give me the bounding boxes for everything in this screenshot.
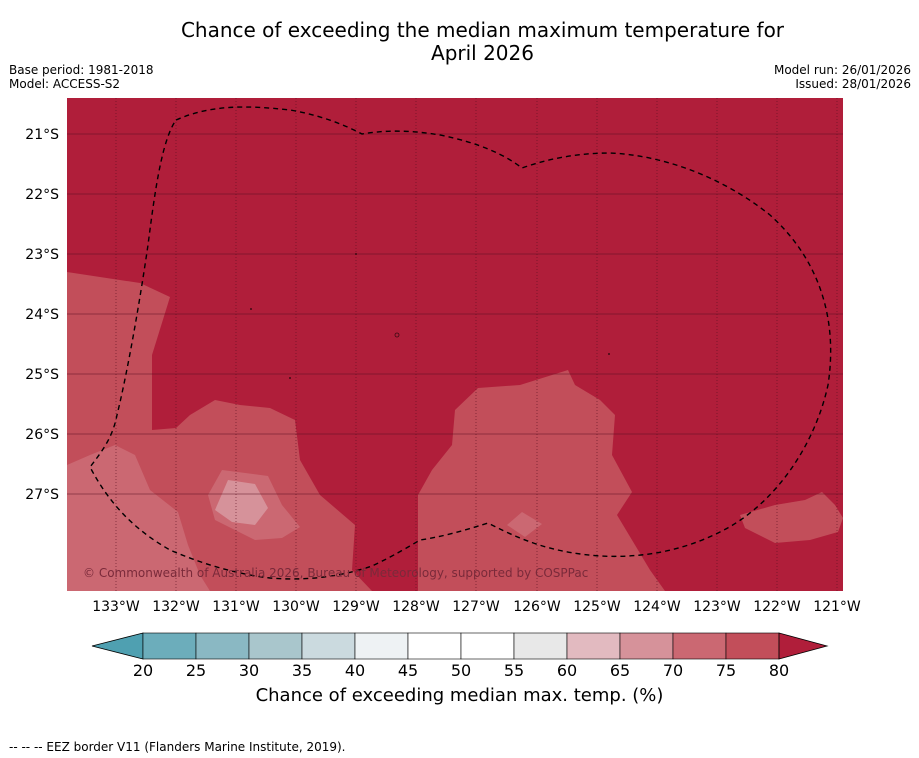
colorbar-bin xyxy=(672,632,727,660)
longitude-label: 127°W xyxy=(452,599,500,615)
colorbar-tick-label: 25 xyxy=(186,661,206,680)
probability-region-70-75 xyxy=(507,512,542,537)
colorbar: 20 25 30 35 40 45 50 55 60 65 70 75 80 xyxy=(91,632,829,680)
longitude-label: 133°W xyxy=(92,599,140,615)
probability-region-65-70 xyxy=(215,480,268,525)
longitude-label: 123°W xyxy=(693,599,741,615)
island-marker xyxy=(394,332,400,338)
colorbar-tick-label: 40 xyxy=(345,661,365,680)
colorbar-tick-label: 70 xyxy=(663,661,683,680)
latitude-label: 22°S xyxy=(25,187,59,203)
colorbar-tick-label: 65 xyxy=(610,661,630,680)
colorbar-bin xyxy=(301,632,356,660)
longitude-label: 132°W xyxy=(152,599,200,615)
title-line-1: Chance of exceeding the median maximum t… xyxy=(180,18,785,42)
colorbar-caption: Chance of exceeding median max. temp. (%… xyxy=(255,685,664,706)
longitude-label: 122°W xyxy=(753,599,801,615)
colorbar-bin xyxy=(513,632,568,660)
colorbar-bin xyxy=(619,632,674,660)
longitude-labels: 133°W 132°W 131°W 130°W 129°W 128°W 127°W 126°W… xyxy=(92,599,861,615)
probability-region-75-80 xyxy=(418,370,665,591)
colorbar-tick-label: 20 xyxy=(133,661,153,680)
longitude-label: 124°W xyxy=(633,599,681,615)
header-right: Model run: 26/01/2026 Issued: 28/01/2026 xyxy=(774,63,911,91)
colorbar-tick-label: 75 xyxy=(716,661,736,680)
latitude-label: 23°S xyxy=(25,247,59,263)
base-period: Base period: 1981-2018 xyxy=(9,63,154,77)
longitude-label: 129°W xyxy=(332,599,380,615)
model-name: Model: ACCESS-S2 xyxy=(9,77,121,91)
longitude-label: 126°W xyxy=(513,599,561,615)
latitude-labels: 21°S 22°S 23°S 24°S 25°S 26°S 27°S xyxy=(25,127,59,503)
islands xyxy=(249,252,611,379)
probability-region-75-80 xyxy=(740,492,843,543)
model-run: Model run: 26/01/2026 xyxy=(773,63,911,77)
island-marker xyxy=(249,307,252,310)
copyright-notice: © Commonwealth of Australia 2026, Bureau… xyxy=(83,566,588,580)
island-marker xyxy=(354,252,357,255)
colorbar-high-extension xyxy=(778,632,829,660)
colorbar-bin xyxy=(566,632,621,660)
colorbar-tick-label: 45 xyxy=(398,661,418,680)
colorbar-bin xyxy=(354,632,409,660)
colorbar-bin xyxy=(195,632,250,660)
colorbar-low-extension xyxy=(91,632,144,660)
colorbar-tick-label: 60 xyxy=(557,661,577,680)
longitude-label: 121°W xyxy=(813,599,861,615)
colorbar-bin xyxy=(248,632,303,660)
colorbar-tick-label: 80 xyxy=(769,661,789,680)
colorbar-tick-label: 55 xyxy=(504,661,524,680)
latitude-label: 25°S xyxy=(25,367,59,383)
colorbar-tick-label: 50 xyxy=(451,661,471,680)
colorbar-bin xyxy=(460,632,515,660)
latitude-label: 26°S xyxy=(25,427,59,443)
graticule xyxy=(67,98,843,591)
longitude-label: 131°W xyxy=(212,599,260,615)
colorbar-bin xyxy=(407,632,462,660)
chart-title: Chance of exceeding the median maximum t… xyxy=(0,19,919,65)
colorbar-bin xyxy=(142,632,197,660)
eez-footnote: -- -- -- EEZ border V11 (Flanders Marine… xyxy=(9,740,346,754)
longitude-label: 125°W xyxy=(573,599,621,615)
colorbar-bin xyxy=(725,632,780,660)
latitude-label: 21°S xyxy=(25,127,59,143)
latitude-label: 27°S xyxy=(25,487,59,503)
header-left: Base period: 1981-2018 Model: ACCESS-S2 xyxy=(9,63,154,91)
longitude-label: 128°W xyxy=(392,599,440,615)
eez-border xyxy=(89,106,832,580)
issued-date: Issued: 28/01/2026 xyxy=(795,77,911,91)
map-panel: © Commonwealth of Australia 2026, Bureau… xyxy=(67,98,843,591)
longitude-label: 130°W xyxy=(272,599,320,615)
colorbar-tick-label: 35 xyxy=(292,661,312,680)
latitude-label: 24°S xyxy=(25,307,59,323)
colorbar-tick-label: 30 xyxy=(239,661,259,680)
island-marker xyxy=(288,376,291,379)
island-marker xyxy=(608,352,611,355)
title-line-2: April 2026 xyxy=(431,41,534,65)
probability-region-70-75 xyxy=(67,445,210,591)
